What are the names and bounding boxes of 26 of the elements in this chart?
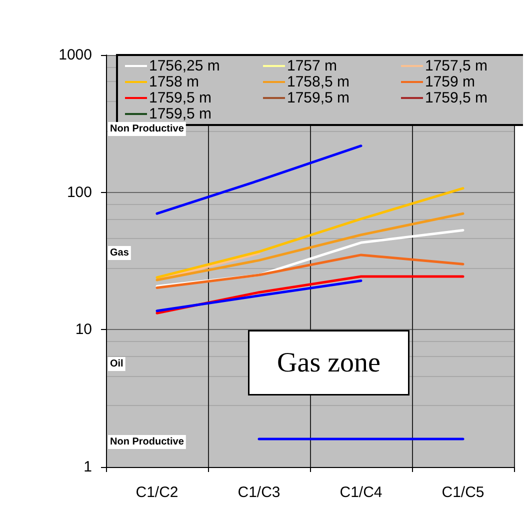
legend-label: 1759,5 m: [149, 90, 212, 106]
y-tick-label: 1000: [58, 46, 92, 64]
legend-label: 1758,5 m: [287, 74, 350, 90]
legend-label: 1759 m: [425, 74, 476, 90]
legend-label: 1757,5 m: [425, 58, 488, 74]
annotation: Gas: [110, 248, 130, 258]
annotation: Non Productive: [110, 124, 184, 134]
legend-label: 1758 m: [149, 74, 200, 90]
x-tick-label: C1/C2: [136, 484, 178, 501]
x-tick-label: C1/C3: [238, 484, 280, 501]
line-series: [156, 212, 464, 282]
x-tick-label: C1/C5: [442, 484, 484, 501]
legend-label: 1756,25 m: [149, 58, 220, 74]
line-series: [156, 187, 464, 279]
y-tick-label: 10: [75, 321, 92, 338]
legend-label: 1759,5 m: [287, 90, 350, 106]
legend-label: 1759,5 m: [149, 106, 212, 122]
y-tick-label: 100: [66, 184, 92, 201]
y-tick-label: 1: [84, 458, 92, 476]
legend-label: 1757 m: [287, 58, 338, 74]
annotation: Non Productive: [110, 436, 184, 448]
annotation: Gas zone: [277, 347, 380, 378]
line-series: [156, 254, 464, 289]
legend-label: 1759,5 m: [425, 90, 488, 106]
x-tick-label: C1/C4: [340, 484, 382, 501]
annotation: Oil: [110, 358, 124, 370]
